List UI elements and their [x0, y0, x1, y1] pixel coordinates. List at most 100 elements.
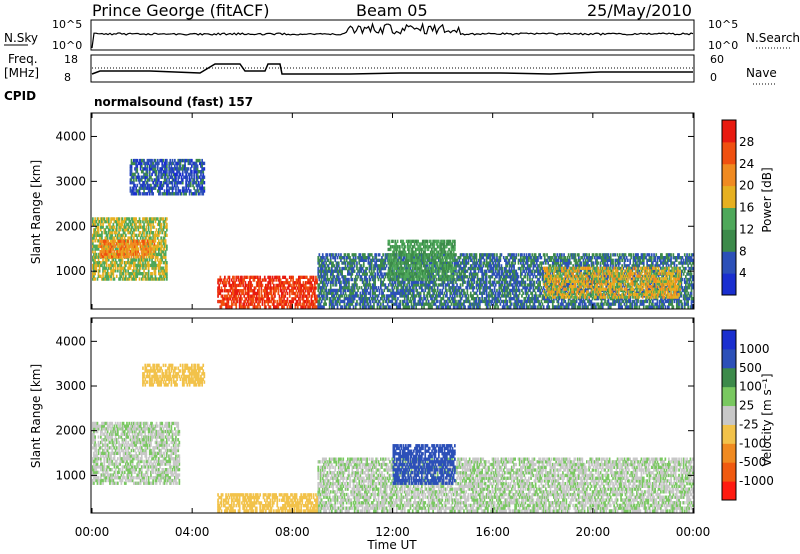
data-cell	[230, 283, 233, 288]
data-cell	[236, 289, 239, 293]
data-cell	[146, 247, 149, 251]
data-cell	[110, 266, 112, 270]
data-cell	[227, 281, 230, 285]
data-cell	[257, 281, 259, 285]
data-cell	[140, 255, 143, 259]
data-cell	[155, 266, 158, 270]
data-cell	[228, 305, 231, 309]
data-cell	[510, 302, 513, 306]
data-cell	[269, 278, 272, 282]
data-cell	[295, 289, 298, 293]
data-cell	[117, 239, 120, 243]
data-cell	[152, 263, 154, 268]
data-cell	[260, 281, 263, 285]
data-cell	[150, 228, 152, 232]
data-cell	[295, 281, 298, 285]
data-cell	[150, 217, 152, 221]
data-cell	[109, 274, 111, 278]
data-cell	[228, 294, 231, 298]
data-cell	[114, 266, 117, 270]
data-cell	[93, 231, 95, 235]
data-cell	[145, 250, 148, 254]
data-cell	[130, 274, 133, 278]
data-cell	[225, 289, 227, 293]
data-cell	[263, 286, 266, 290]
data-cell	[119, 247, 121, 251]
data-cell	[250, 299, 252, 304]
data-cell	[105, 258, 108, 262]
data-cell	[139, 231, 142, 235]
data-cell	[164, 220, 167, 224]
data-cell	[539, 280, 541, 284]
data-cell	[143, 233, 145, 237]
data-cell	[249, 302, 251, 306]
data-cell	[162, 222, 165, 227]
data-cell	[115, 231, 118, 235]
data-cell	[144, 239, 147, 243]
data-cell	[143, 225, 145, 229]
data-cell	[129, 274, 132, 278]
data-cell	[130, 244, 133, 249]
data-cell	[111, 217, 114, 221]
data-cell	[105, 250, 107, 254]
data-cell	[114, 255, 117, 259]
data-cell	[274, 291, 276, 296]
data-cell	[118, 263, 120, 268]
data-cell	[161, 277, 164, 281]
data-cell	[127, 255, 129, 259]
data-cell	[268, 281, 271, 285]
data-cell	[153, 261, 156, 265]
data-cell	[95, 236, 98, 240]
data-cell	[110, 220, 112, 224]
data-cell	[128, 261, 131, 265]
data-cell	[139, 244, 142, 249]
data-cell	[224, 297, 226, 301]
data-cell	[94, 220, 96, 224]
data-cell	[159, 274, 161, 278]
data-cell	[162, 228, 165, 232]
data-cell	[148, 277, 151, 281]
data-cell	[127, 277, 129, 281]
data-cell	[399, 299, 401, 304]
data-cell	[240, 302, 242, 306]
data-cell	[160, 274, 162, 278]
data-cell	[104, 250, 106, 254]
data-cell	[159, 247, 161, 251]
data-cell	[105, 266, 108, 270]
data-cell	[164, 266, 167, 270]
data-cell	[97, 222, 100, 227]
data-cell	[131, 220, 134, 224]
data-cell	[283, 286, 285, 290]
data-cell	[263, 294, 266, 298]
data-cell	[105, 272, 108, 276]
data-cell	[92, 277, 94, 281]
data-cell	[247, 299, 250, 304]
data-cell	[236, 275, 239, 279]
data-cell	[110, 217, 112, 221]
data-cell	[137, 261, 140, 265]
data-cell	[100, 233, 102, 237]
data-cell	[130, 272, 133, 276]
data-cell	[115, 255, 118, 259]
data-cell	[128, 217, 131, 221]
data-cell	[100, 255, 103, 259]
data-cell	[235, 297, 238, 301]
data-cell	[129, 236, 132, 240]
data-cell	[135, 239, 137, 243]
data-cell	[100, 228, 102, 232]
data-cell	[133, 266, 135, 270]
data-cell	[160, 217, 162, 221]
data-cell	[146, 252, 149, 256]
data-cell	[122, 239, 125, 243]
data-cell	[150, 255, 152, 259]
data-cell	[117, 266, 119, 270]
data-cell	[219, 281, 222, 285]
data-cell	[123, 261, 126, 265]
data-cell	[140, 277, 143, 281]
data-cell	[286, 281, 289, 285]
data-cell	[397, 297, 399, 301]
data-cell	[123, 217, 126, 221]
data-cell	[112, 217, 115, 221]
data-cell	[130, 233, 133, 237]
data-cell	[279, 299, 282, 304]
